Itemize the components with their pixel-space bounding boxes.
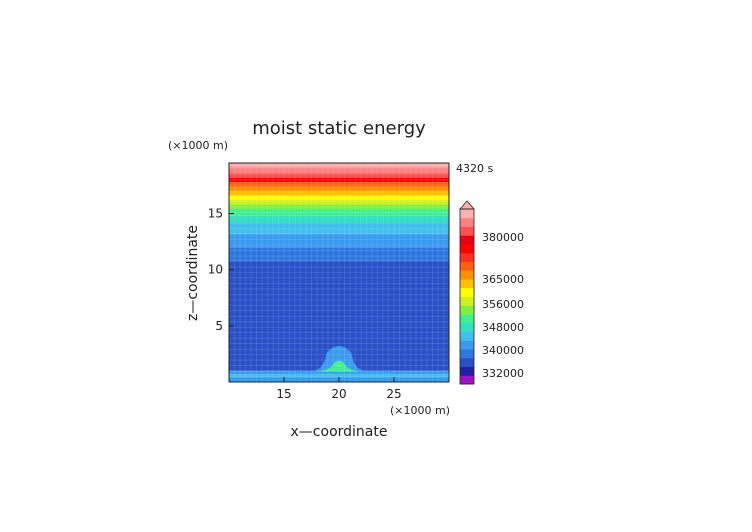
colorbar-swatch-4 — [460, 340, 474, 350]
colorbar-swatch-10 — [460, 287, 474, 297]
colorbar-label-3: 348000 — [482, 321, 524, 334]
level-band-6 — [229, 222, 449, 234]
colorbar-label-0: 380000 — [482, 231, 524, 244]
level-band-8 — [229, 209, 449, 216]
colorbar-swatch-11 — [460, 279, 474, 289]
level-band-12 — [229, 191, 449, 196]
y-tick-label-0: 5 — [215, 319, 223, 333]
level-band-13 — [229, 186, 449, 192]
colorbar-extend-arrow — [459, 200, 475, 210]
colorbar: 380000 365000 356000 348000 340000 332000 — [459, 200, 524, 385]
level-band-11 — [229, 195, 449, 201]
colorbar-swatch-12 — [460, 270, 474, 280]
colorbar-swatch-18 — [460, 217, 474, 227]
x-tick-label-1: 20 — [331, 387, 346, 401]
x-axis-label: x—coordinate — [291, 424, 388, 440]
level-band-7 — [229, 215, 449, 223]
level-band-4 — [229, 247, 449, 261]
level-band-14 — [229, 182, 449, 187]
level-band-9 — [229, 204, 449, 210]
bubble-inner — [315, 360, 363, 372]
colorbar-swatch-1 — [460, 366, 474, 376]
colorbar-swatch-3 — [460, 349, 474, 359]
level-band-16 — [229, 173, 449, 178]
surface-layer — [284, 373, 394, 377]
colorbar-label-1: 365000 — [482, 273, 524, 286]
colorbar-swatch-15 — [460, 244, 474, 254]
level-band-5 — [229, 233, 449, 248]
x-tick-label-2: 25 — [386, 387, 401, 401]
time-label: 4320 s — [456, 162, 493, 175]
y-tick-label-2: 15 — [208, 207, 223, 221]
level-band-17 — [229, 167, 449, 174]
colorbar-label-4: 340000 — [482, 344, 524, 357]
x-ticks: 15 20 25 — [276, 377, 402, 401]
colorbar-swatch-9 — [460, 296, 474, 306]
colorbar-swatch-14 — [460, 252, 474, 262]
colorbar-swatch-19 — [460, 209, 474, 219]
x-tick-label-0: 15 — [276, 387, 291, 401]
grid-layer — [229, 163, 449, 382]
y-tick-label-1: 10 — [208, 263, 223, 277]
chart-title: moist static energy — [252, 118, 426, 139]
level-band-18 — [229, 163, 449, 168]
y-ticks: 5 10 15 — [208, 207, 234, 333]
colorbar-swatch-13 — [460, 261, 474, 271]
level-band-10 — [229, 200, 449, 205]
colorbar-label-2: 356000 — [482, 298, 524, 311]
colorbar-swatch-2 — [460, 357, 474, 367]
colorbar-swatch-17 — [460, 226, 474, 236]
level-band-15 — [229, 177, 449, 183]
level-band-2 — [229, 370, 449, 375]
y-axis-unit: (×1000 m) — [168, 139, 228, 152]
plot-area — [229, 163, 449, 382]
colorbar-swatch-16 — [460, 235, 474, 245]
x-axis-unit: (×1000 m) — [390, 404, 450, 417]
colorbar-swatch-5 — [460, 331, 474, 341]
colorbar-swatch-7 — [460, 314, 474, 324]
colorbar-label-5: 332000 — [482, 367, 524, 380]
colorbar-swatch-6 — [460, 322, 474, 332]
colorbar-frame — [459, 208, 475, 385]
bubble-outer — [311, 345, 367, 371]
y-axis-label: z—coordinate — [185, 225, 201, 321]
colorbar-swatch-0 — [460, 375, 474, 385]
colorbar-swatch-8 — [460, 305, 474, 315]
